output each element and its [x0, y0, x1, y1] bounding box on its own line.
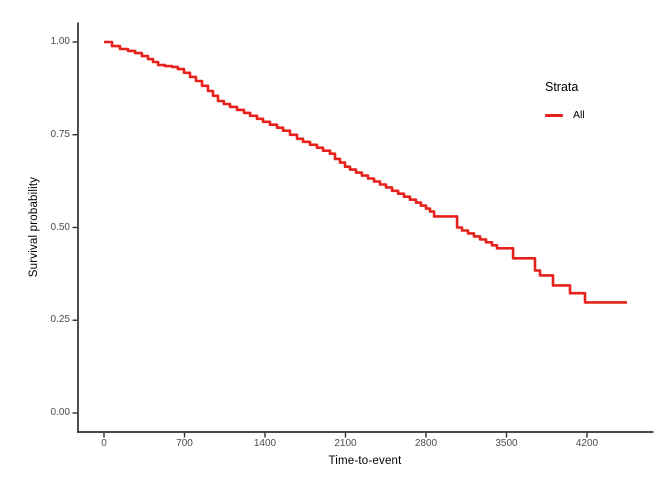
x-tick-label: 4200	[575, 438, 599, 449]
legend: Strata All	[545, 80, 585, 121]
legend-title: Strata	[545, 80, 579, 94]
y-tick-label: 0.75	[50, 128, 70, 140]
survival-curve-all	[104, 40, 627, 304]
x-tick-label: 1400	[253, 438, 277, 449]
legend-entry-all: All	[545, 109, 585, 121]
y-tick-label: 1.00	[50, 36, 70, 47]
x-tick-label: 2800	[414, 438, 438, 449]
legend-key-line-icon	[545, 113, 563, 117]
x-tick-label: 700	[176, 438, 193, 449]
x-axis-title: Time-to-event	[328, 455, 402, 467]
x-tick-label: 3500	[495, 438, 518, 449]
x-tick-label: 0	[101, 438, 107, 449]
y-tick-label: 0.00	[50, 407, 70, 418]
y-tick-label: 0.25	[50, 314, 70, 326]
x-tick-label: 2100	[334, 438, 357, 449]
legend-entry-label: All	[573, 109, 585, 121]
y-tick-label: 0.50	[50, 221, 70, 233]
